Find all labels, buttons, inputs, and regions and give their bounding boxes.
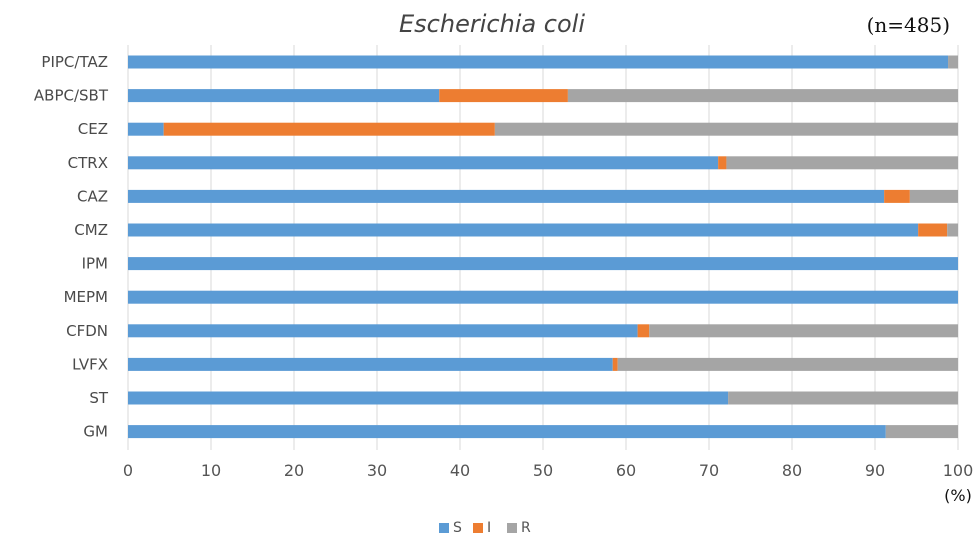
bar-segment-s: [128, 391, 729, 405]
category-labels: PIPC/TAZ ABPC/SBT CEZ CTRX CAZ CMZ IPM MEPM CFDN…: [34, 53, 109, 441]
bar-segment-r: [947, 223, 958, 237]
bar-segment-r: [649, 324, 958, 338]
bar-segment-s: [128, 425, 886, 439]
bar-segment-i: [439, 89, 568, 103]
bar-segment-r: [567, 89, 958, 103]
category-label: CTRX: [68, 154, 108, 172]
bar-segment-i: [918, 223, 948, 237]
x-tick-label: 90: [865, 461, 885, 480]
bar-segment-r: [617, 357, 958, 371]
bar-segment-i: [884, 189, 910, 203]
legend-swatch-r: [507, 523, 517, 533]
grid: [127, 45, 959, 450]
bar-segment-i: [637, 324, 650, 338]
bar-segment-r: [494, 122, 958, 136]
category-label: IPM: [82, 255, 108, 273]
bar-segment-r: [885, 425, 958, 439]
x-tick-label: 60: [616, 461, 636, 480]
category-label: CEZ: [78, 120, 108, 138]
legend-label: I: [487, 520, 491, 536]
bar-segment-s: [128, 89, 440, 103]
category-label: ST: [89, 389, 109, 407]
category-label: CFDN: [66, 322, 108, 340]
x-tick-label: 40: [450, 461, 470, 480]
legend-label: S: [453, 520, 462, 536]
bar-segment-r: [909, 189, 958, 203]
bar-segment-s: [128, 223, 919, 237]
bar-segment-s: [128, 290, 958, 304]
bar-segment-s: [128, 257, 958, 271]
bar-segment-s: [128, 156, 719, 170]
x-tick-labels: 0 10 20 30 40 50 60 70 80 90 100: [123, 461, 973, 480]
bar-segment-i: [163, 122, 495, 136]
x-tick-label: 80: [782, 461, 802, 480]
sample-size-label: (n=485): [867, 13, 950, 37]
legend-swatch-s: [439, 523, 449, 533]
x-tick-label: 0: [123, 461, 133, 480]
category-label: MEPM: [64, 288, 108, 306]
legend-label: R: [521, 520, 531, 536]
bar-segment-s: [128, 189, 885, 203]
x-tick-label: 50: [533, 461, 553, 480]
legend-swatch-i: [473, 523, 483, 533]
bar-segment-i: [718, 156, 727, 170]
bar-segment-r: [948, 55, 958, 69]
bar-segment-r: [728, 391, 958, 405]
x-tick-label: 100: [943, 461, 974, 480]
category-label: GM: [83, 423, 108, 441]
bar-segment-s: [128, 122, 164, 136]
x-tick-label: 70: [699, 461, 719, 480]
category-label: LVFX: [72, 355, 108, 373]
category-label: ABPC/SBT: [34, 87, 109, 105]
x-tick-label: 10: [201, 461, 221, 480]
category-label: CAZ: [77, 187, 108, 205]
bar-segment-r: [726, 156, 958, 170]
bar-segment-i: [612, 357, 618, 371]
x-tick-label: 30: [367, 461, 387, 480]
bars: [128, 55, 958, 439]
chart-title: Escherichia coli: [399, 10, 585, 38]
x-tick-label: 20: [284, 461, 304, 480]
x-axis-unit-label: (%): [944, 486, 972, 505]
bar-segment-s: [128, 324, 638, 338]
bar-segment-s: [128, 55, 949, 69]
bar-segment-s: [128, 357, 613, 371]
category-label: CMZ: [74, 221, 108, 239]
category-label: PIPC/TAZ: [41, 53, 108, 71]
